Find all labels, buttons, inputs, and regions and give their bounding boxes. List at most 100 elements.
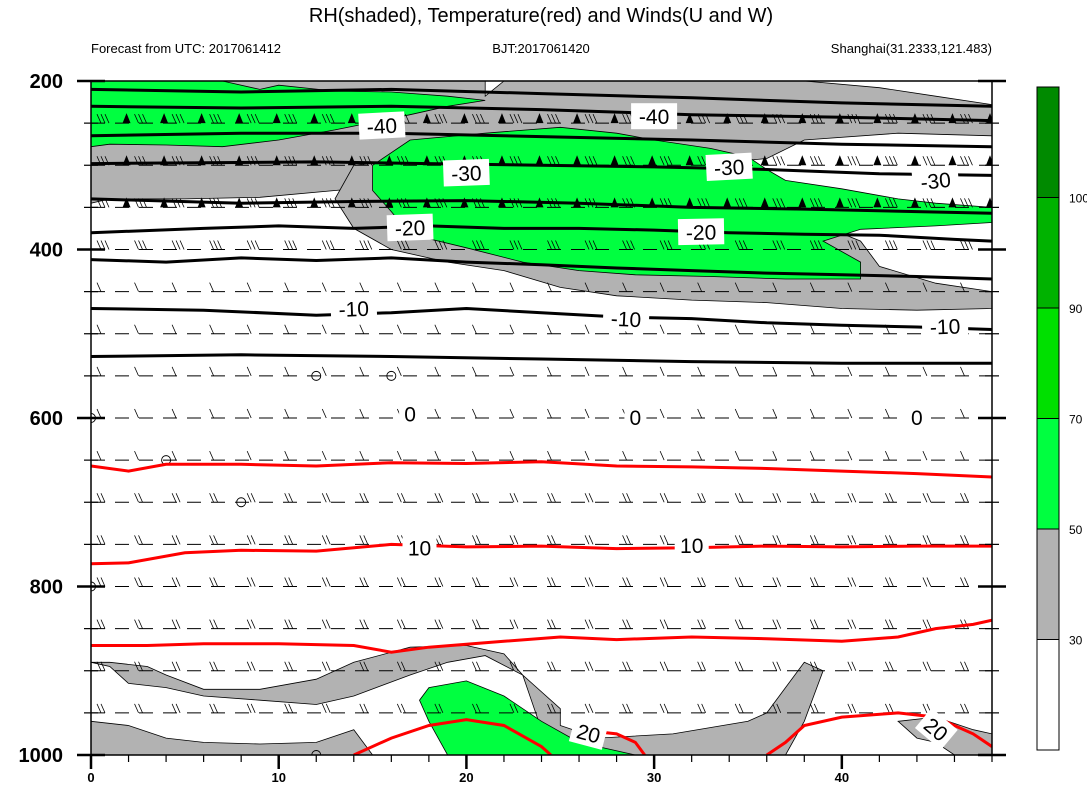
wind-pennant (347, 113, 356, 124)
wind-barb (171, 493, 181, 503)
wind-pennant (798, 155, 807, 166)
wind-barb (472, 113, 485, 124)
wind-barb (434, 366, 440, 377)
wind-barb (809, 703, 819, 714)
wind-pennant (535, 155, 544, 166)
wind-barb (960, 450, 965, 461)
wind-barb (434, 282, 440, 292)
wind-barb (922, 619, 932, 629)
wind-barb (434, 113, 448, 124)
wind-barb (547, 493, 556, 503)
wind-barb (359, 324, 365, 334)
wind-barb (321, 619, 331, 629)
wind-barb (809, 156, 823, 166)
contour-label-text: -30 (451, 162, 482, 186)
wind-barb (584, 703, 594, 714)
wind-barb (472, 535, 481, 545)
wind-barb (96, 408, 102, 419)
wind-barb (96, 535, 106, 545)
wind-pennant (723, 113, 732, 124)
wind-barb (922, 661, 932, 671)
wind-barb (734, 577, 744, 587)
wind-barb (547, 619, 556, 629)
wind-barb (171, 661, 181, 671)
wind-barb (772, 535, 782, 545)
wind-barb (960, 703, 969, 714)
wind-barb (96, 366, 102, 377)
x-tick-label: 30 (647, 770, 661, 785)
wind-barb (960, 282, 965, 292)
wind-barb (847, 661, 857, 671)
wind-barb (847, 535, 857, 545)
calm-wind-circle (236, 497, 247, 508)
wind-barb (284, 493, 294, 503)
wind-pennant (910, 197, 919, 208)
wind-barb (246, 324, 252, 334)
wind-barb (396, 661, 406, 671)
wind-barb (547, 450, 552, 461)
contour-label-text: 0 (911, 407, 923, 430)
wind-barb (622, 282, 627, 292)
wind-pennant (573, 155, 582, 166)
wind-barb (697, 282, 703, 292)
contour-label-text: -10 (338, 298, 369, 322)
cold-temperature-contour-8 (91, 104, 992, 123)
wind-barb (134, 113, 147, 124)
cold-temperature-contour-2 (91, 306, 992, 331)
contour-label-0: -40 (358, 111, 406, 140)
wind-barb (772, 661, 782, 671)
contour-label-14: 10 (674, 532, 709, 559)
wind-barb (359, 240, 373, 250)
wind-barb (509, 324, 515, 334)
contour-label-3: -30 (705, 152, 753, 181)
wind-barb (359, 366, 365, 377)
wind-pennant (685, 197, 694, 208)
wind-barb (998, 241, 1010, 250)
wind-pennant (835, 197, 844, 208)
wind-barb (847, 450, 853, 461)
wind-pennant (122, 113, 131, 124)
wind-barb (396, 450, 402, 461)
warm-temperature-contour-2 (765, 711, 992, 755)
wind-barb (697, 366, 703, 377)
wind-barb (134, 493, 143, 503)
wind-barb (171, 240, 185, 250)
wind-barb (772, 577, 782, 587)
wind-barb (472, 577, 481, 587)
wind-pennant (910, 155, 919, 166)
colorbar-label: 100 (1069, 192, 1087, 206)
colorbar-box-0 (1036, 639, 1060, 751)
wind-barb (96, 113, 110, 124)
wind-barb (697, 324, 703, 334)
wind-barb (772, 450, 778, 461)
wind-barb (885, 282, 890, 292)
wind-barb (885, 619, 894, 629)
wind-barb (284, 324, 290, 334)
wind-barb (659, 703, 669, 714)
contour-label-12: 0 (905, 404, 928, 430)
y-tick-label: 400 (30, 240, 63, 262)
wind-pennant (610, 155, 619, 166)
wind-barb (960, 366, 965, 377)
wind-barb (960, 408, 965, 419)
cold-temperature-contour-3 (91, 256, 992, 281)
contour-label-text: 10 (408, 538, 431, 561)
wind-barb (246, 366, 252, 377)
wind-barb (584, 366, 590, 377)
chart-title: RH(shaded), Temperature(red) and Winds(U… (309, 5, 773, 27)
wind-pennant (422, 113, 431, 124)
wind-barb (434, 661, 444, 671)
wind-barb (734, 198, 748, 208)
wind-barb (472, 703, 481, 714)
wind-barb (734, 240, 748, 250)
wind-barb (734, 703, 744, 714)
contour-label-11: 0 (624, 404, 647, 430)
wind-pennant (948, 197, 957, 208)
contour-label-1: -40 (631, 103, 678, 130)
wind-pennant (573, 113, 582, 124)
cold-temperature-contour-6 (91, 160, 992, 177)
wind-barb (809, 198, 823, 208)
wind-barb (922, 493, 932, 503)
wind-barb (922, 535, 932, 545)
wind-barb (434, 493, 444, 503)
